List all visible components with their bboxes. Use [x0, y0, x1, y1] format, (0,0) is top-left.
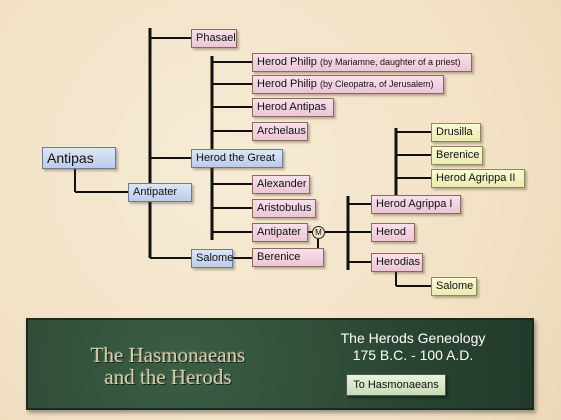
node-antipater-root: Antipater — [128, 183, 192, 202]
node-salome-sister: Salome — [191, 249, 233, 268]
node-herod-philip-1-name: Herod Philip — [257, 56, 317, 68]
node-alexander: Alexander — [252, 175, 310, 194]
node-herod-philip-2-note: (by Cleopatra, of Jerusalem) — [319, 79, 434, 89]
panel-title: The Hasmonaeans and the Herods — [58, 344, 278, 388]
panel-title-line-1: The Hasmonaeans — [90, 343, 246, 367]
to-hasmonaeans-button[interactable]: To Hasmonaeans — [346, 374, 446, 396]
node-antipater-son: Antipater — [252, 223, 308, 242]
node-herod-agrippa-i: Herod Agrippa I — [371, 195, 461, 214]
node-salome-daughter: Salome — [431, 277, 477, 296]
node-herod-antipas: Herod Antipas — [252, 98, 334, 117]
node-herodias: Herodias — [371, 253, 423, 272]
marriage-marker: M — [312, 226, 325, 239]
node-herod-philip-mariamne: Herod Philip (by Mariamne, daughter of a… — [252, 53, 472, 72]
node-phasael: Phasael — [191, 29, 237, 48]
title-panel: The Hasmonaeans and the Herods The Herod… — [26, 318, 534, 410]
node-herod-philip-cleopatra: Herod Philip (by Cleopatra, of Jerusalem… — [252, 75, 444, 94]
node-antipas: Antipas — [42, 147, 116, 169]
node-herod-agrippa-ii: Herod Agrippa II — [431, 169, 525, 188]
node-drusilla: Drusilla — [431, 123, 481, 142]
node-herod-philip-2-name: Herod Philip — [257, 78, 317, 90]
panel-subtitle-line-1: The Herods Geneology — [340, 330, 486, 346]
panel-subtitle-line-2: 175 B.C. - 100 A.D. — [352, 347, 474, 363]
node-berenice-wife: Berenice — [252, 248, 324, 267]
panel-title-line-2: and the Herods — [104, 365, 232, 389]
tree-connectors — [74, 28, 431, 287]
node-herod-the-great: Herod the Great — [191, 149, 283, 168]
node-herod-philip-1-note: (by Mariamne, daughter of a priest) — [319, 57, 461, 67]
node-aristobulus: Aristobulus — [252, 199, 316, 218]
node-herod: Herod — [371, 223, 415, 242]
node-berenice-daughter: Berenice — [431, 146, 483, 165]
node-archelaus: Archelaus — [252, 122, 308, 141]
